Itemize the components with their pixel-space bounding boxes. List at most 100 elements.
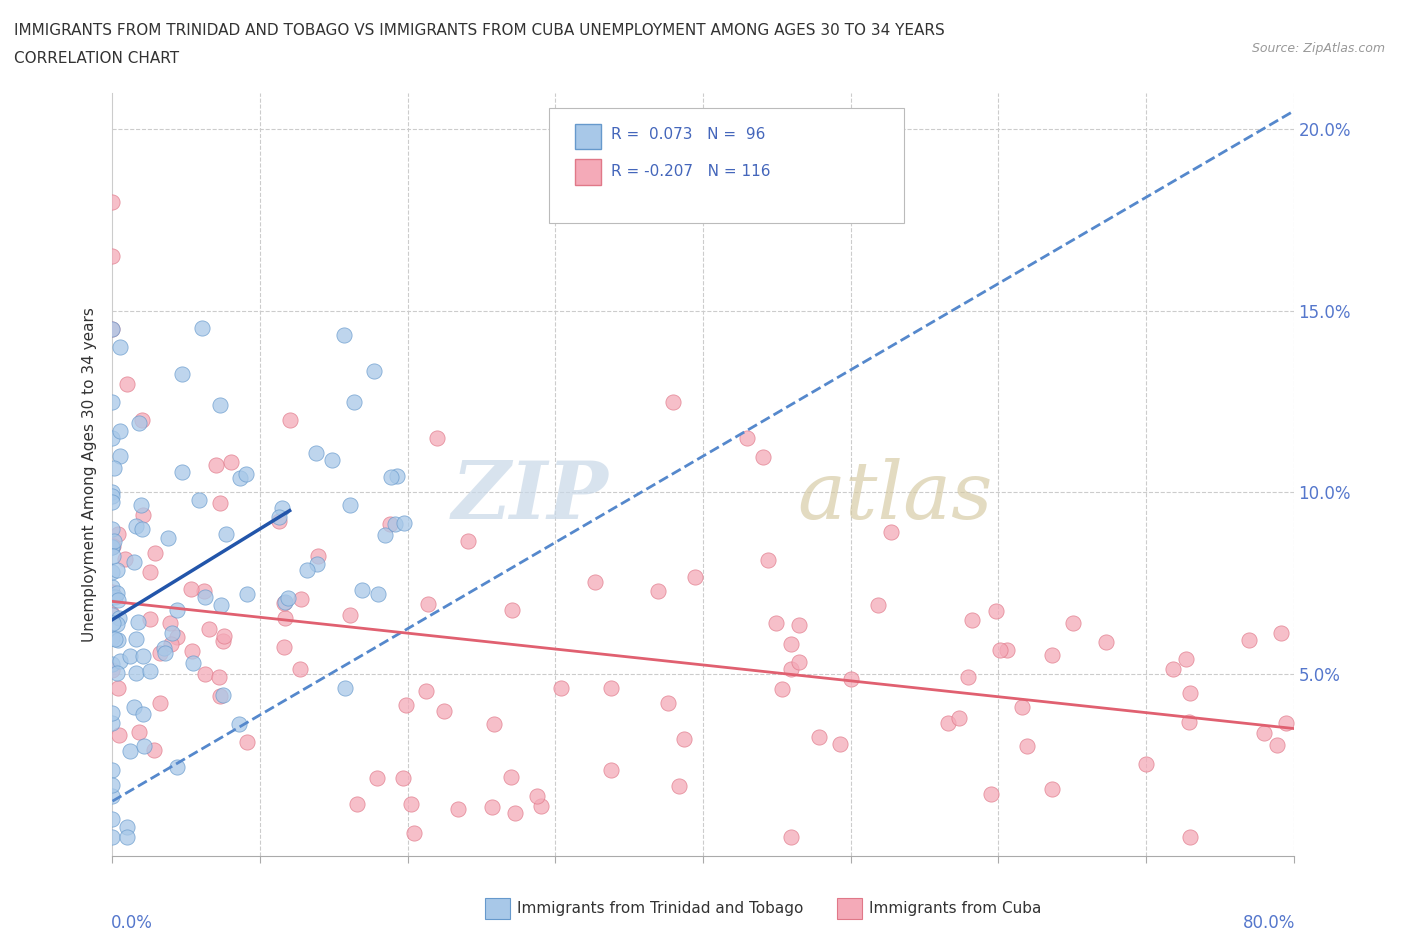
Point [274,594,297,609]
Point [1178,830,1201,844]
Point [346,796,368,811]
Point [191,320,214,335]
Point [1237,633,1260,648]
Point [208,496,231,511]
Point [101,488,124,503]
Point [101,585,124,600]
Point [526,789,548,804]
Point [399,797,422,812]
Point [350,582,373,597]
Point [149,696,172,711]
Point [103,534,125,549]
Point [662,394,685,409]
Point [101,606,124,621]
Point [101,762,124,777]
Point [1178,685,1201,700]
Point [104,631,127,646]
Point [288,662,311,677]
Point [101,663,124,678]
Point [277,591,299,605]
Point [132,508,155,523]
Point [118,743,141,758]
Point [416,596,439,611]
Text: Immigrants from Cuba: Immigrants from Cuba [869,901,1042,916]
Point [120,648,142,663]
Point [374,528,396,543]
FancyBboxPatch shape [575,159,602,184]
Point [752,449,775,464]
Point [149,645,172,660]
Point [138,663,160,678]
Point [103,549,125,564]
Point [683,570,706,585]
Point [101,522,124,537]
Point [125,665,148,680]
Point [807,729,830,744]
Point [101,631,124,646]
Point [159,637,181,652]
Point [101,590,124,604]
Point [395,698,418,713]
Point [290,592,312,607]
Point [214,526,236,541]
Y-axis label: Unemployment Among Ages 30 to 34 years: Unemployment Among Ages 30 to 34 years [82,307,97,642]
Point [307,549,329,564]
Point [180,581,202,596]
Point [868,597,890,612]
Point [101,830,124,844]
Point [333,681,356,696]
Point [205,458,228,472]
Point [600,681,623,696]
Point [267,514,290,529]
Point [212,688,235,703]
Point [948,711,970,725]
Point [415,684,437,698]
Point [1274,716,1296,731]
Point [339,608,361,623]
Text: atlas: atlas [797,458,993,536]
Point [962,612,984,627]
Text: CORRELATION CHART: CORRELATION CHART [14,51,179,66]
Point [482,717,505,732]
Point [183,656,205,671]
Point [108,423,131,438]
Point [828,737,851,751]
Point [101,789,124,804]
Point [128,725,150,740]
Point [101,485,124,500]
Point [131,412,153,427]
Point [600,763,623,777]
Point [105,586,128,601]
Point [583,575,606,590]
Point [305,557,328,572]
Point [499,769,522,784]
Point [380,516,402,531]
Point [550,681,572,696]
Point [271,501,294,516]
Text: Immigrants from Trinidad and Tobago: Immigrants from Trinidad and Tobago [517,901,804,916]
Point [193,584,215,599]
Point [787,618,810,632]
Point [170,367,193,382]
Point [128,416,150,431]
Point [305,445,328,460]
Point [1095,634,1118,649]
Point [107,681,129,696]
Point [101,495,124,510]
Point [117,376,138,391]
Point [273,596,295,611]
Point [1253,725,1275,740]
Point [990,643,1012,658]
FancyBboxPatch shape [575,125,602,150]
Point [108,610,131,625]
Point [105,617,128,631]
Point [101,539,124,554]
Point [321,452,343,467]
Point [143,546,166,561]
Point [756,552,779,567]
Point [197,621,219,636]
Point [103,460,125,475]
Point [180,644,202,658]
Point [212,629,235,644]
Point [155,645,177,660]
